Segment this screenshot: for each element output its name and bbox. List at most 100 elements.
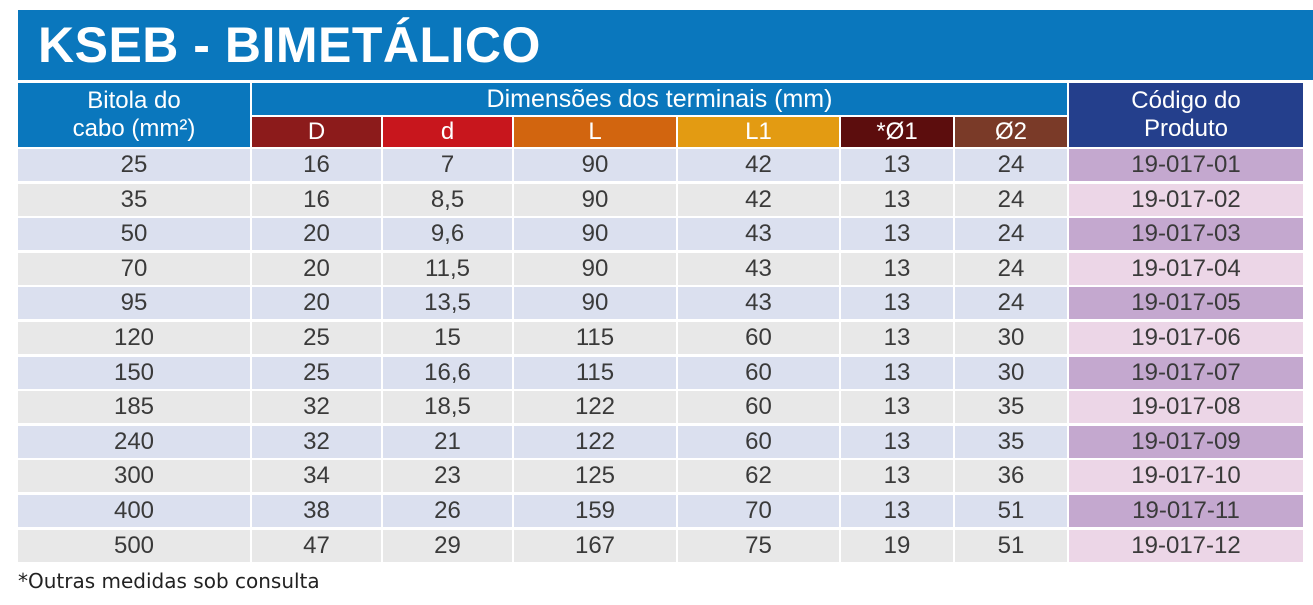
- subheader-o1: *Ø1: [841, 117, 953, 147]
- dimension-cell: 29: [383, 529, 512, 562]
- dimension-cell: 21: [383, 425, 512, 458]
- cable-gauge-cell: 70: [18, 252, 250, 285]
- dimension-cell: 13: [841, 460, 953, 493]
- dimension-cell: 43: [678, 218, 839, 251]
- dimension-cell: 23: [383, 460, 512, 493]
- dimension-cell: 167: [514, 529, 676, 562]
- dimension-cell: 60: [678, 356, 839, 389]
- dimension-cell: 51: [955, 529, 1067, 562]
- cable-gauge-cell: 150: [18, 356, 250, 389]
- dimension-cell: 43: [678, 252, 839, 285]
- header-bitola: Bitola do cabo (mm²): [18, 83, 250, 147]
- dimension-cell: 20: [252, 252, 381, 285]
- dimension-cell: 47: [252, 529, 381, 562]
- cable-gauge-cell: 50: [18, 218, 250, 251]
- header-bitola-line2: cabo (mm²): [72, 115, 196, 142]
- dimension-cell: 32: [252, 391, 381, 424]
- dimension-cell: 36: [955, 460, 1067, 493]
- dimension-cell: 20: [252, 218, 381, 251]
- dimension-cell: 15: [383, 322, 512, 354]
- dimension-cell: 60: [678, 391, 839, 424]
- dimension-cell: 20: [252, 287, 381, 320]
- dimension-cell: 18,5: [383, 391, 512, 424]
- dimension-cell: 125: [514, 460, 676, 493]
- product-code-cell: 19-017-03: [1069, 218, 1303, 251]
- dimension-cell: 13: [841, 322, 953, 354]
- dimension-cell: 13: [841, 356, 953, 389]
- dimension-cell: 38: [252, 495, 381, 527]
- product-code-cell: 19-017-05: [1069, 287, 1303, 320]
- dimension-cell: 35: [955, 425, 1067, 458]
- product-code-cell: 19-017-04: [1069, 252, 1303, 285]
- dimension-cell: 16: [252, 149, 381, 181]
- page-title: KSEB - BIMETÁLICO: [18, 10, 1313, 80]
- dimension-cell: 26: [383, 495, 512, 527]
- dimension-cell: 60: [678, 322, 839, 354]
- cable-gauge-cell: 240: [18, 425, 250, 458]
- cable-gauge-cell: 120: [18, 322, 250, 354]
- cable-gauge-cell: 95: [18, 287, 250, 320]
- dimension-cell: 24: [955, 183, 1067, 216]
- dimension-cell: 7: [383, 149, 512, 181]
- dimension-cell: 90: [514, 218, 676, 251]
- product-code-cell: 19-017-09: [1069, 425, 1303, 458]
- subheader-l1: L1: [678, 117, 839, 147]
- dimension-cell: 75: [678, 529, 839, 562]
- dimension-cell: 30: [955, 356, 1067, 389]
- dimension-cell: 13,5: [383, 287, 512, 320]
- dimension-cell: 115: [514, 356, 676, 389]
- header-bitola-line1: Bitola do: [87, 87, 181, 114]
- dimension-cell: 13: [841, 149, 953, 181]
- dimension-cell: 159: [514, 495, 676, 527]
- dimension-cell: 32: [252, 425, 381, 458]
- dimension-cell: 122: [514, 391, 676, 424]
- subheader-d-upper: D: [252, 117, 381, 147]
- dimension-cell: 13: [841, 218, 953, 251]
- cable-gauge-cell: 400: [18, 495, 250, 527]
- header-dimensoes: Dimensões dos terminais (mm): [252, 83, 1067, 115]
- dimension-cell: 25: [252, 322, 381, 354]
- dimension-cell: 25: [252, 356, 381, 389]
- dimension-cell: 90: [514, 252, 676, 285]
- dimension-cell: 9,6: [383, 218, 512, 251]
- dimension-cell: 11,5: [383, 252, 512, 285]
- dimension-cell: 13: [841, 391, 953, 424]
- dimension-cell: 13: [841, 495, 953, 527]
- dimension-cell: 30: [955, 322, 1067, 354]
- dimension-cell: 24: [955, 252, 1067, 285]
- cable-gauge-cell: 35: [18, 183, 250, 216]
- cable-gauge-cell: 300: [18, 460, 250, 493]
- subheader-l: L: [514, 117, 676, 147]
- product-code-cell: 19-017-10: [1069, 460, 1303, 493]
- product-code-cell: 19-017-12: [1069, 529, 1303, 562]
- dimension-cell: 24: [955, 218, 1067, 251]
- dimension-cell: 115: [514, 322, 676, 354]
- dimension-cell: 24: [955, 287, 1067, 320]
- dimension-cell: 42: [678, 183, 839, 216]
- subheader-o2: Ø2: [955, 117, 1067, 147]
- product-code-cell: 19-017-08: [1069, 391, 1303, 424]
- dimension-cell: 13: [841, 252, 953, 285]
- dimension-cell: 24: [955, 149, 1067, 181]
- dimension-cell: 8,5: [383, 183, 512, 216]
- dimension-cell: 122: [514, 425, 676, 458]
- product-code-cell: 19-017-06: [1069, 322, 1303, 354]
- dimension-cell: 43: [678, 287, 839, 320]
- product-code-cell: 19-017-02: [1069, 183, 1303, 216]
- dimension-cell: 13: [841, 287, 953, 320]
- dimension-cell: 70: [678, 495, 839, 527]
- dimension-cell: 90: [514, 183, 676, 216]
- dimension-cell: 90: [514, 287, 676, 320]
- header-codigo-line2: Produto: [1143, 115, 1229, 142]
- dimension-cell: 60: [678, 425, 839, 458]
- dimension-cell: 42: [678, 149, 839, 181]
- dimension-cell: 90: [514, 149, 676, 181]
- dimension-cell: 13: [841, 183, 953, 216]
- cable-gauge-cell: 185: [18, 391, 250, 424]
- dimension-cell: 51: [955, 495, 1067, 527]
- product-code-cell: 19-017-01: [1069, 149, 1303, 181]
- subheader-d-lower: d: [383, 117, 512, 147]
- cable-gauge-cell: 25: [18, 149, 250, 181]
- dimension-cell: 62: [678, 460, 839, 493]
- dimension-cell: 16,6: [383, 356, 512, 389]
